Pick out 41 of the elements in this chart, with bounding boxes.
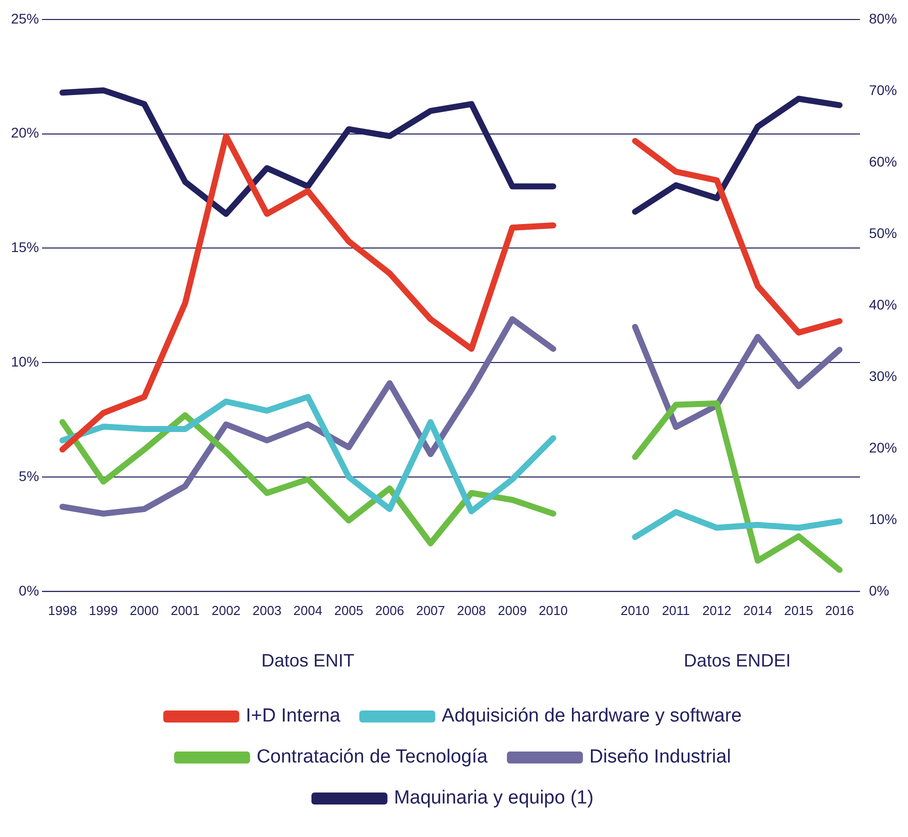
x-tick-label: 2005	[334, 602, 364, 618]
x-tick-label: 2014	[743, 602, 772, 618]
x-tick-label: 2010	[538, 602, 568, 618]
y2-tick-label: 70%	[868, 82, 898, 98]
y-tick-label: 5%	[18, 468, 40, 484]
x-tick-label: 2004	[293, 602, 322, 618]
y2-tick-label: 20%	[868, 439, 898, 456]
x-tick-label: 1999	[88, 602, 118, 618]
x-tick-label: 2010	[620, 602, 650, 618]
x-tick-label: 1998	[48, 602, 77, 618]
y-tick-label: 25%	[10, 10, 40, 26]
x-tick-label: 2002	[212, 602, 241, 618]
x-tick-label: 2007	[416, 602, 446, 618]
x-tick-label: 2008	[456, 602, 486, 618]
x-tick-label: 2011	[662, 602, 690, 618]
x-tick-label: 2000	[130, 602, 159, 618]
text: Datos ENIT	[261, 650, 354, 670]
text: Datos ENDEI	[684, 650, 791, 670]
y2-tick-label: 60%	[868, 153, 898, 170]
y2-tick-label: 0%	[868, 582, 890, 598]
y-tick-label: 20%	[10, 124, 40, 141]
y-tick-label: 0%	[18, 582, 40, 598]
y2-tick-label: 80%	[868, 10, 898, 26]
x-tick-label: 2015	[784, 602, 814, 618]
y2-tick-label: 30%	[868, 368, 898, 384]
x-tick-label: 2003	[252, 602, 282, 618]
x-tick-label: 2016	[825, 602, 854, 618]
legend-label: I+D Interna	[246, 706, 341, 727]
x-tick-label: 2012	[702, 602, 732, 618]
x-tick-label: 2006	[375, 602, 404, 618]
legend-label: Contratación de Tecnología	[256, 746, 488, 768]
y-tick-label: 10%	[10, 353, 40, 370]
y2-tick-label: 10%	[868, 510, 898, 527]
y2-tick-label: 50%	[868, 224, 898, 241]
x-tick-label: 2009	[498, 602, 527, 618]
x-tick-label: 2001	[170, 602, 200, 618]
legend-label: Adquisición de hardware y software	[442, 706, 742, 727]
y2-tick-label: 40%	[868, 296, 898, 312]
legend-label: Diseño Industrial	[589, 746, 731, 768]
y-tick-label: 15%	[10, 239, 40, 256]
legend-label: Maquinaria y equipo (1)	[394, 788, 594, 809]
